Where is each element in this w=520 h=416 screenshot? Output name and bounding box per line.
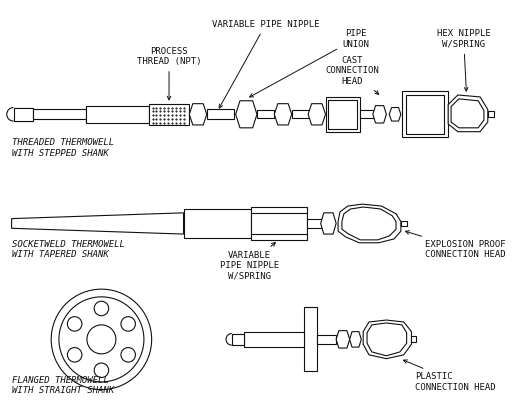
Bar [232, 334, 244, 345]
Bar [411, 337, 417, 342]
Polygon shape [373, 106, 386, 123]
Polygon shape [308, 104, 326, 125]
Polygon shape [189, 104, 207, 125]
Text: HEX NIPPLE
W/SPRING: HEX NIPPLE W/SPRING [437, 29, 490, 91]
Polygon shape [448, 95, 488, 132]
Bar [86, 106, 149, 123]
Polygon shape [363, 320, 411, 359]
Bar [251, 207, 307, 240]
Bar [406, 95, 444, 134]
Bar [401, 220, 407, 226]
Text: EXPLOSION PROOF
CONNECTION HEAD: EXPLOSION PROOF CONNECTION HEAD [406, 230, 505, 259]
Bar [244, 332, 304, 347]
Polygon shape [451, 99, 484, 128]
Bar [307, 219, 322, 228]
Circle shape [121, 348, 135, 362]
Text: FLANGED THERMOWELL
WITH STRAIGHT SHANK: FLANGED THERMOWELL WITH STRAIGHT SHANK [11, 376, 114, 395]
Circle shape [68, 317, 82, 331]
Text: PLASTIC
CONNECTION HEAD: PLASTIC CONNECTION HEAD [404, 360, 496, 391]
Polygon shape [321, 213, 336, 234]
Bar [292, 110, 311, 118]
Polygon shape [338, 204, 401, 243]
Text: PROCESS
THREAD (NPT): PROCESS THREAD (NPT) [137, 47, 201, 100]
Circle shape [121, 317, 135, 331]
Bar [317, 334, 336, 344]
Text: THREADED THERMOWELL
WITH STEPPED SHANK: THREADED THERMOWELL WITH STEPPED SHANK [11, 139, 114, 158]
Bar [304, 307, 317, 371]
Bar [184, 209, 251, 238]
Text: CAST
CONNECTION
HEAD: CAST CONNECTION HEAD [326, 56, 380, 94]
Bar [329, 100, 357, 129]
Bar [14, 108, 33, 121]
Bar [402, 91, 448, 138]
Polygon shape [342, 207, 396, 240]
Bar [257, 110, 275, 118]
Text: VARIABLE
PIPE NIPPLE
W/SPRING: VARIABLE PIPE NIPPLE W/SPRING [219, 243, 279, 281]
Polygon shape [11, 213, 184, 234]
Polygon shape [336, 331, 349, 348]
Polygon shape [389, 108, 401, 121]
Text: VARIABLE PIPE NIPPLE: VARIABLE PIPE NIPPLE [212, 20, 319, 108]
Bar [360, 110, 375, 118]
Circle shape [59, 297, 144, 382]
Polygon shape [275, 104, 292, 125]
Polygon shape [349, 332, 361, 347]
Bar [149, 104, 189, 125]
Text: PIPE
UNION: PIPE UNION [250, 29, 369, 97]
Polygon shape [236, 101, 257, 128]
Circle shape [51, 289, 152, 390]
Circle shape [94, 301, 109, 316]
Bar [33, 109, 86, 119]
Bar [207, 109, 234, 119]
Bar [326, 97, 360, 132]
Polygon shape [367, 323, 407, 356]
Text: SOCKETWELD THERMOWELL
WITH TAPERED SHANK: SOCKETWELD THERMOWELL WITH TAPERED SHANK [11, 240, 124, 259]
Bar [488, 111, 493, 117]
Circle shape [87, 325, 116, 354]
Circle shape [68, 348, 82, 362]
Circle shape [94, 363, 109, 377]
